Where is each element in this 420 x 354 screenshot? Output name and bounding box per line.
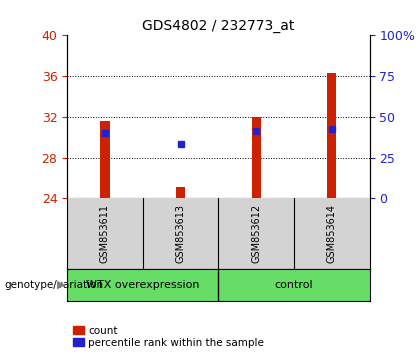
- Bar: [252, 117, 261, 198]
- Text: GSM853611: GSM853611: [100, 204, 110, 263]
- Bar: [176, 187, 185, 198]
- Legend: count, percentile rank within the sample: count, percentile rank within the sample: [72, 325, 265, 349]
- Text: GSM853612: GSM853612: [251, 204, 261, 263]
- Bar: [100, 121, 110, 198]
- Text: GSM853613: GSM853613: [176, 204, 186, 263]
- Text: genotype/variation: genotype/variation: [4, 280, 103, 290]
- Text: GSM853614: GSM853614: [327, 204, 337, 263]
- Text: ▶: ▶: [57, 280, 65, 290]
- Text: control: control: [275, 280, 313, 290]
- Bar: [327, 73, 336, 198]
- Text: WTX overexpression: WTX overexpression: [86, 280, 200, 290]
- Title: GDS4802 / 232773_at: GDS4802 / 232773_at: [142, 19, 294, 33]
